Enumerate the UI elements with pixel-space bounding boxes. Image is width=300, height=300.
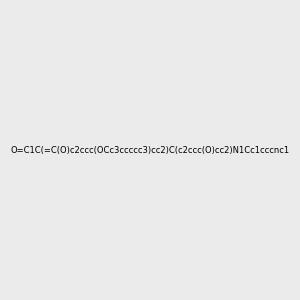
Text: O=C1C(=C(O)c2ccc(OCc3ccccc3)cc2)C(c2ccc(O)cc2)N1Cc1cccnc1: O=C1C(=C(O)c2ccc(OCc3ccccc3)cc2)C(c2ccc(… <box>11 146 290 154</box>
